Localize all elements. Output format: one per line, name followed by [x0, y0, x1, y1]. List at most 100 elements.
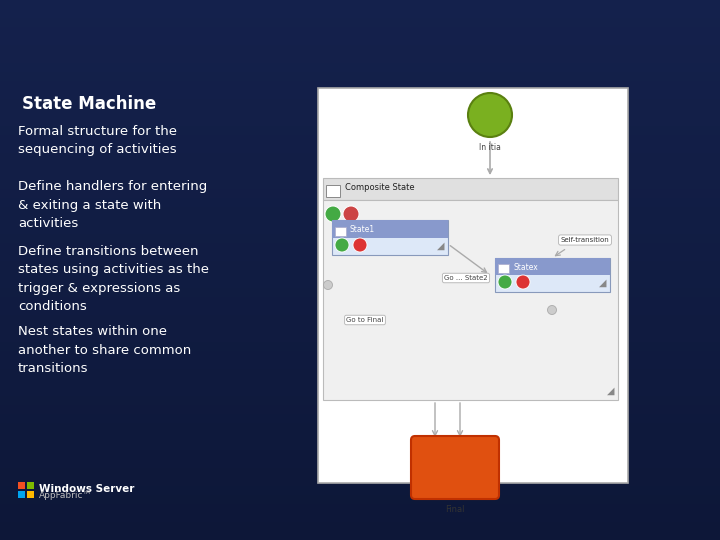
Bar — [0, 423, 720, 432]
Bar — [0, 144, 720, 153]
Bar — [0, 27, 720, 36]
Text: Statex: Statex — [513, 262, 538, 272]
Bar — [0, 459, 720, 468]
Bar — [0, 243, 720, 252]
Bar — [0, 378, 720, 387]
Bar — [0, 450, 720, 459]
Bar — [0, 126, 720, 135]
Text: AppFabric™: AppFabric™ — [39, 491, 92, 501]
Bar — [18, 482, 25, 489]
Text: Define handlers for entering
& exiting a state with
activities: Define handlers for entering & exiting a… — [18, 180, 207, 230]
Bar — [0, 90, 720, 99]
FancyBboxPatch shape — [411, 436, 499, 499]
Circle shape — [323, 280, 333, 289]
Bar — [0, 441, 720, 450]
Text: In itia: In itia — [479, 143, 501, 152]
Bar — [0, 288, 720, 297]
Circle shape — [516, 275, 530, 289]
Bar — [0, 153, 720, 162]
Bar — [0, 18, 720, 27]
FancyBboxPatch shape — [495, 258, 610, 292]
Text: Composite State: Composite State — [345, 183, 415, 192]
Circle shape — [335, 238, 349, 252]
Bar — [0, 189, 720, 198]
Bar — [0, 387, 720, 396]
Bar — [0, 495, 720, 504]
Bar — [0, 0, 720, 9]
Bar — [27, 482, 34, 489]
Bar — [0, 504, 720, 513]
Bar — [0, 342, 720, 351]
Bar — [0, 216, 720, 225]
Bar — [0, 432, 720, 441]
Bar — [0, 54, 720, 63]
Bar — [0, 135, 720, 144]
Text: ◢: ◢ — [598, 278, 606, 288]
Bar — [0, 369, 720, 378]
Bar — [0, 45, 720, 54]
Bar — [0, 171, 720, 180]
Bar — [0, 99, 720, 108]
Bar — [0, 306, 720, 315]
Bar — [0, 414, 720, 423]
Text: State1: State1 — [350, 225, 375, 233]
Bar — [0, 279, 720, 288]
Text: Define transitions between
states using activities as the
trigger & expressions : Define transitions between states using … — [18, 245, 209, 314]
Circle shape — [325, 206, 341, 222]
Bar — [0, 351, 720, 360]
Bar — [0, 207, 720, 216]
Bar — [0, 234, 720, 243]
Bar — [0, 108, 720, 117]
Text: Go ... State2: Go ... State2 — [444, 275, 488, 281]
Bar — [318, 88, 628, 483]
Circle shape — [498, 275, 512, 289]
Text: State Machine: State Machine — [22, 95, 156, 113]
Bar — [332, 220, 448, 238]
Bar — [18, 491, 25, 498]
Bar — [0, 486, 720, 495]
Text: Nest states within one
another to share common
transitions: Nest states within one another to share … — [18, 325, 192, 375]
Bar — [0, 270, 720, 279]
Circle shape — [468, 93, 512, 137]
Bar — [27, 491, 34, 498]
Text: Final: Final — [445, 505, 464, 514]
Bar — [0, 252, 720, 261]
Bar — [0, 261, 720, 270]
Bar — [0, 63, 720, 72]
Bar — [326, 185, 340, 197]
Bar — [0, 36, 720, 45]
Bar — [0, 162, 720, 171]
Bar — [0, 405, 720, 414]
Bar — [0, 198, 720, 207]
Text: Windows Server: Windows Server — [39, 484, 135, 494]
Bar — [498, 264, 509, 273]
Bar — [323, 200, 618, 400]
Bar — [0, 522, 720, 531]
Bar — [0, 81, 720, 90]
Bar — [0, 477, 720, 486]
Bar — [0, 468, 720, 477]
Bar — [0, 531, 720, 540]
Text: Self-transition: Self-transition — [561, 237, 609, 243]
Bar — [0, 333, 720, 342]
Bar — [0, 297, 720, 306]
Bar — [323, 178, 618, 200]
Bar — [0, 324, 720, 333]
Circle shape — [353, 238, 367, 252]
Text: Formal structure for the
sequencing of activities: Formal structure for the sequencing of a… — [18, 125, 177, 157]
Bar — [335, 227, 346, 236]
Text: Go to Final: Go to Final — [346, 317, 384, 323]
Bar — [0, 513, 720, 522]
Bar — [0, 9, 720, 18]
Bar — [495, 258, 610, 275]
Bar — [0, 72, 720, 81]
Text: ◢: ◢ — [606, 386, 614, 396]
Bar — [0, 117, 720, 126]
Circle shape — [547, 306, 557, 314]
Text: ◢: ◢ — [436, 241, 444, 251]
Bar — [0, 396, 720, 405]
FancyBboxPatch shape — [332, 220, 448, 255]
Bar — [0, 315, 720, 324]
Bar — [0, 225, 720, 234]
Bar — [0, 180, 720, 189]
